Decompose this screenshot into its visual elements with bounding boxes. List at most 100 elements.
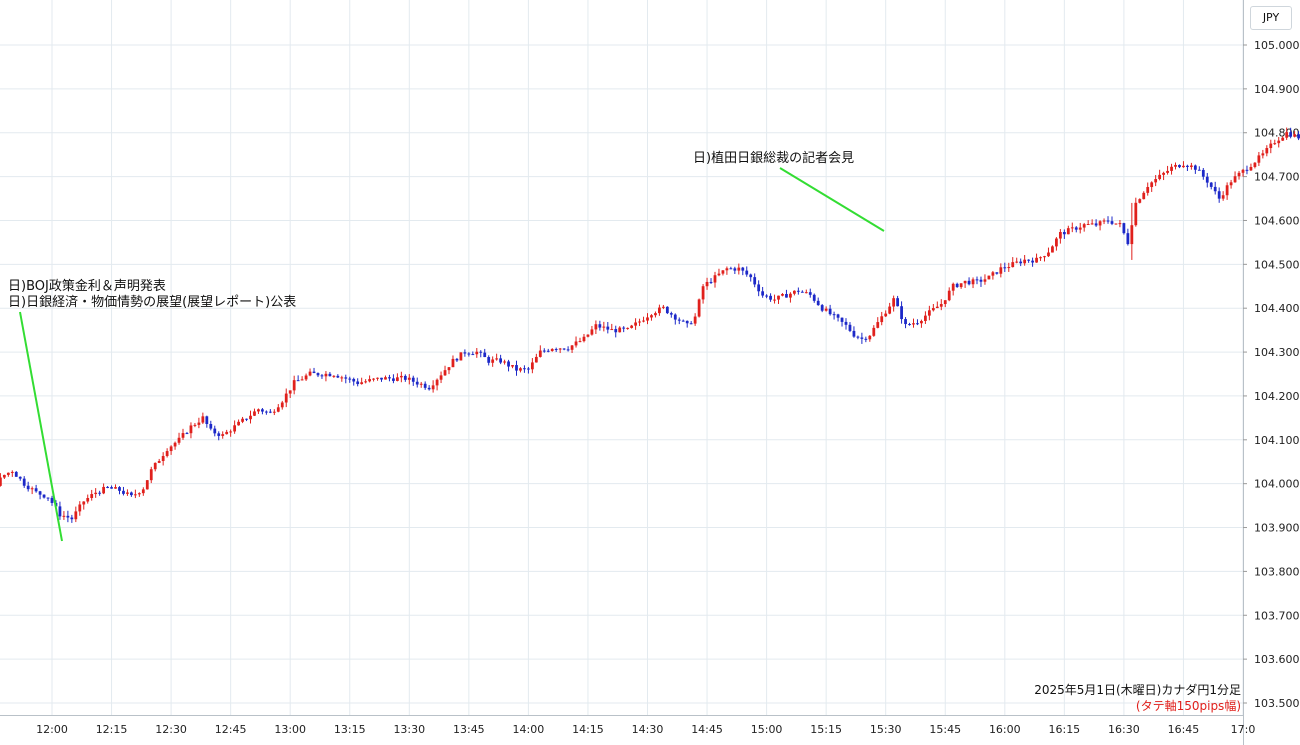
candle [876,317,880,329]
candle [1094,219,1098,227]
x-tick-label: 14:00 [513,723,545,736]
candle-body [808,292,812,295]
candle [1289,127,1293,139]
candle [709,278,713,284]
candle-body [455,358,459,361]
candle [793,290,796,296]
candle-body [654,313,657,316]
candle-body [1062,231,1066,235]
candle [761,286,765,298]
candle [733,266,737,274]
currency-label-button[interactable]: JPY [1250,6,1292,30]
x-tick-label: 13:30 [393,723,425,736]
candle [467,352,471,357]
candle [1221,191,1225,201]
candle-body [745,270,749,275]
candle [892,295,896,312]
candle-body [1261,153,1265,156]
candle-body [1241,169,1245,173]
candle [126,489,129,496]
candle [1074,226,1078,233]
candle-body [650,315,653,318]
candle-body [392,378,395,381]
candle-body [407,377,411,380]
candle-body [1162,172,1165,175]
candle [935,301,939,309]
candle-body [483,352,487,358]
candle [796,287,800,295]
candle [169,445,173,455]
candle-body [62,515,66,517]
candle [18,476,22,481]
candle [118,486,121,495]
candle [646,313,649,325]
candle-body [951,283,955,291]
candle [340,375,344,382]
candle [1138,198,1142,204]
candle-body [201,416,205,423]
candle-body [1213,186,1217,192]
candle [427,385,431,391]
candle-body [1126,233,1130,245]
candle-body [149,469,153,481]
candle-body [384,377,387,380]
candle [280,400,284,410]
candle [336,374,340,379]
candle-body [308,371,312,376]
candle-body [880,316,884,323]
candle-body [276,407,280,412]
candle [800,290,804,293]
candle [98,490,102,496]
candle-body [1174,164,1177,167]
candle [499,354,502,365]
annotation-text-ueda: 日)植田日銀総裁の記者会見 [693,150,854,166]
candle-body [975,279,979,281]
candle-body [1011,262,1015,268]
candle [1086,220,1090,226]
candle [1051,245,1054,253]
candle [808,288,812,298]
candle [515,360,518,376]
candle-body [1118,223,1122,225]
candle-body [717,273,721,276]
candle [1122,222,1126,235]
candle-body [566,349,570,351]
candle-body [1051,246,1054,253]
y-tick-label: 105.000 [1254,39,1300,52]
candle [1182,161,1185,168]
candle-body [1078,227,1082,230]
candle [713,271,717,288]
candle [602,321,606,332]
candle [392,374,395,384]
candle [173,441,177,450]
candle-body [586,334,590,337]
candle [58,501,62,520]
y-tick-label: 103.800 [1254,565,1300,578]
candle [769,293,772,302]
candle-body [1166,170,1169,173]
candle-body [1245,169,1249,171]
candle [987,275,991,280]
candle-body [1003,267,1007,269]
candle [443,365,447,376]
candle [205,415,209,428]
candle-body [804,292,808,294]
candle-body [415,381,419,385]
x-tick-label: 16:30 [1108,723,1140,736]
candle [431,380,435,393]
candle-body [58,506,62,517]
candle-body [1142,192,1146,200]
candle-body [296,380,300,382]
candle-body [185,433,189,435]
candle-body [836,314,840,318]
candle [781,293,784,297]
candle [197,417,201,429]
candle [527,366,530,374]
candle [951,282,955,296]
candle [828,304,832,316]
candle-body [868,335,872,340]
candle [610,323,614,331]
candle [1209,182,1213,190]
candle [1162,171,1165,181]
